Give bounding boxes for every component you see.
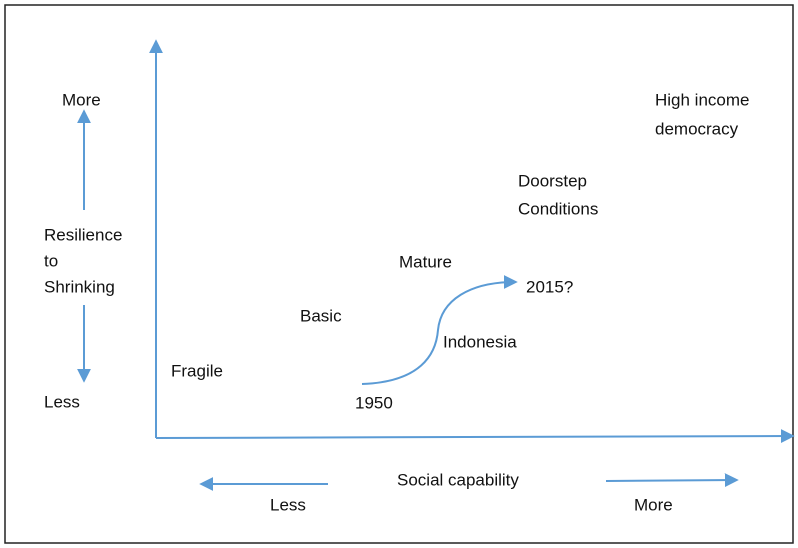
stage: Fragile bbox=[171, 361, 223, 380]
x-less: Less bbox=[270, 495, 306, 514]
path-start: 1950 bbox=[355, 393, 393, 412]
stage: Conditions bbox=[518, 199, 598, 218]
stage: Doorstep bbox=[518, 171, 587, 190]
frame bbox=[4, 4, 794, 544]
x-more: More bbox=[634, 495, 673, 514]
more-arrow bbox=[605, 473, 739, 488]
x-label: Social capability bbox=[397, 470, 519, 489]
path-end: 2015? bbox=[526, 277, 573, 296]
y-label: Resilience bbox=[44, 225, 122, 244]
path-country: Indonesia bbox=[443, 332, 517, 351]
y-less: Less bbox=[44, 392, 80, 411]
x-axis bbox=[155, 429, 795, 444]
y-more: More bbox=[62, 90, 101, 109]
y-label: Shrinking bbox=[44, 277, 115, 296]
trajectory bbox=[361, 275, 518, 385]
stage: High income bbox=[655, 90, 750, 109]
stage: Mature bbox=[399, 252, 452, 271]
stage: Basic bbox=[300, 306, 342, 325]
stage: democracy bbox=[655, 119, 739, 138]
y-label: to bbox=[44, 251, 58, 270]
